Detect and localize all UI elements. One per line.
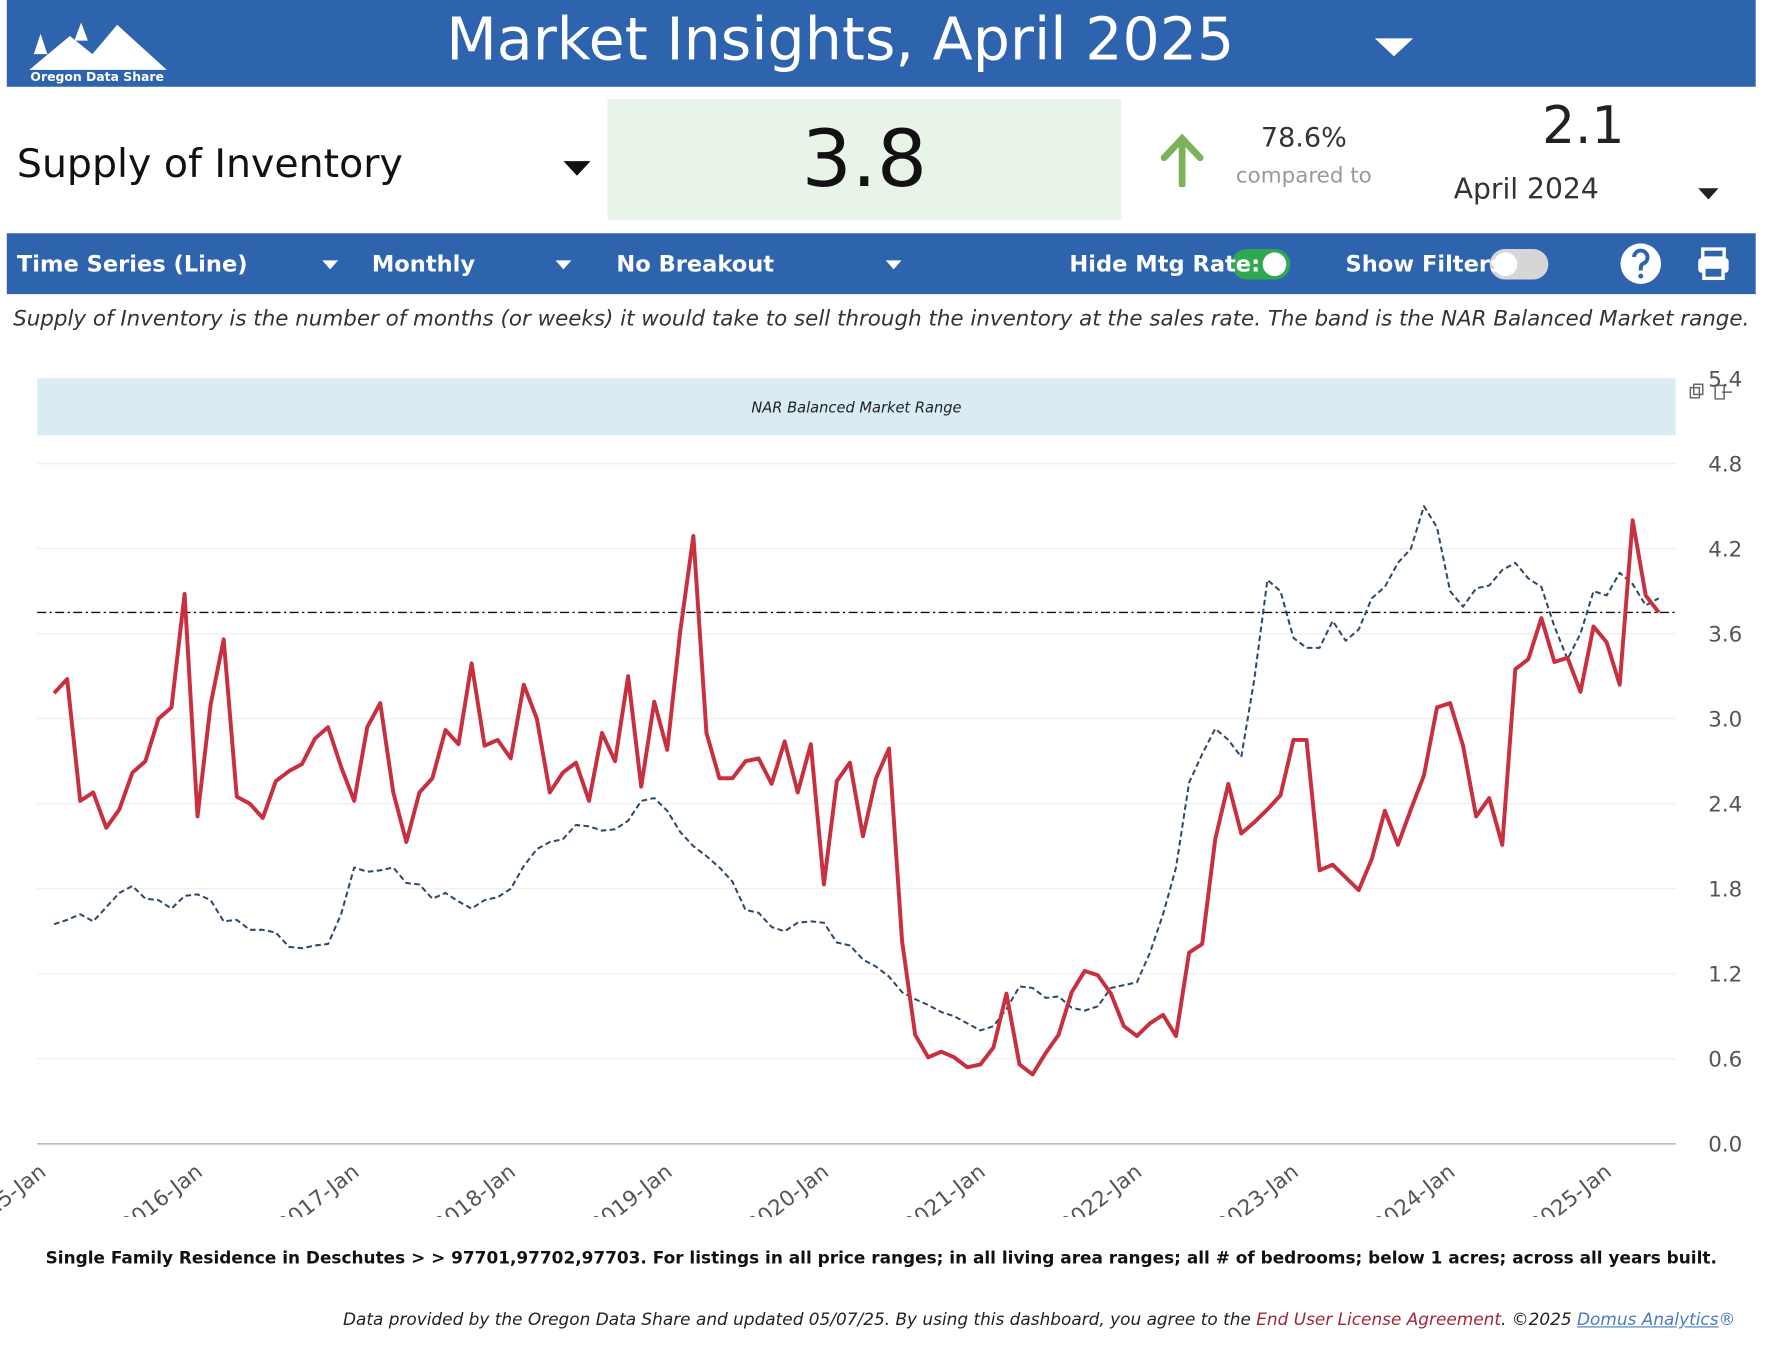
license-link[interactable]: End User License Agreement [1256,1309,1501,1330]
header-bar [6,0,1756,87]
filters-toggle[interactable] [1489,249,1549,280]
y-tick-label: 4.2 [1708,538,1742,563]
y-tick-label: 0.0 [1708,1133,1742,1158]
value-box [607,99,1122,220]
y-tick-label: 5.4 [1708,368,1742,393]
metric-name[interactable]: Supply of Inventory [16,141,403,188]
series-line [53,505,1660,1032]
metric-dropdown[interactable] [562,159,591,177]
y-tick-label: 3.0 [1708,708,1742,733]
company-link[interactable]: Domus Analytics [1577,1309,1719,1330]
kpi-value: 3.8 [801,112,928,206]
kpi-change: 78.6% [1260,121,1347,154]
logo [29,22,167,70]
period-dropdown[interactable] [1697,186,1720,201]
chart-type-select[interactable]: Time Series (Line) [16,250,248,278]
title-dropdown[interactable] [1373,34,1416,59]
x-tick-label: 2016-Jan [116,1159,207,1217]
y-tick-label: 0.6 [1708,1048,1742,1073]
mtg-toggle[interactable] [1231,249,1291,280]
x-tick-label: 2021-Jan [899,1159,990,1217]
x-tick-label: 2020-Jan [742,1159,833,1217]
previous-period[interactable]: April 2024 [1453,172,1599,206]
series-line [52,518,1661,1077]
x-tick-label: 2023-Jan [1212,1159,1303,1217]
y-tick-label: 3.6 [1708,623,1742,648]
breakout-select[interactable]: No Breakout [616,250,775,278]
y-tick-label: 1.8 [1708,878,1742,903]
x-tick-label: 2019-Jan [586,1159,677,1217]
y-tick-label: 2.4 [1708,793,1742,818]
help-button[interactable] [1620,243,1662,284]
up-arrow [1160,133,1204,188]
mtg-rate-label: Hide Mtg Rate: [1069,250,1261,278]
compared-label: compared to [1235,163,1372,189]
x-tick-label: 2017-Jan [273,1159,364,1217]
x-tick-label: 2025-Jan [1525,1159,1616,1217]
copyright: . ©2025 [1500,1309,1578,1330]
band-label: NAR Balanced Market Range [751,400,961,417]
page-title: Market Insights, April 2025 [446,6,1235,75]
logo-text: Oregon Data Share [30,69,164,85]
x-tick-label: 2022-Jan [1056,1159,1147,1217]
balanced-band [37,378,1676,436]
description: Supply of Inventory is the number of mon… [13,306,1750,332]
x-tick-label: 2018-Jan [429,1159,520,1217]
x-tick-label: 2015-Jan [0,1159,51,1217]
y-tick-label: 4.8 [1708,453,1742,478]
credits-text: Data provided by the Oregon Data Share a… [342,1309,1257,1330]
print-button[interactable] [1698,247,1729,281]
previous-value: 2.1 [1542,94,1625,156]
y-tick-label: 1.2 [1708,963,1742,988]
chart: NAR Balanced Market Range 0.0 0.6 1.2 1.8 2.4… [0,368,1742,1218]
toolbar-icons [322,243,1729,284]
toolbar [6,233,1756,295]
filters-label: Show Filters: [1345,250,1513,278]
trademark: ® [1718,1309,1736,1330]
filter-summary: Single Family Residence in Deschutes > >… [45,1247,1717,1268]
interval-select[interactable]: Monthly [371,250,476,278]
credits: Data provided by the Oregon Data Share a… [343,1309,1735,1329]
x-tick-label: 2024-Jan [1369,1159,1460,1217]
